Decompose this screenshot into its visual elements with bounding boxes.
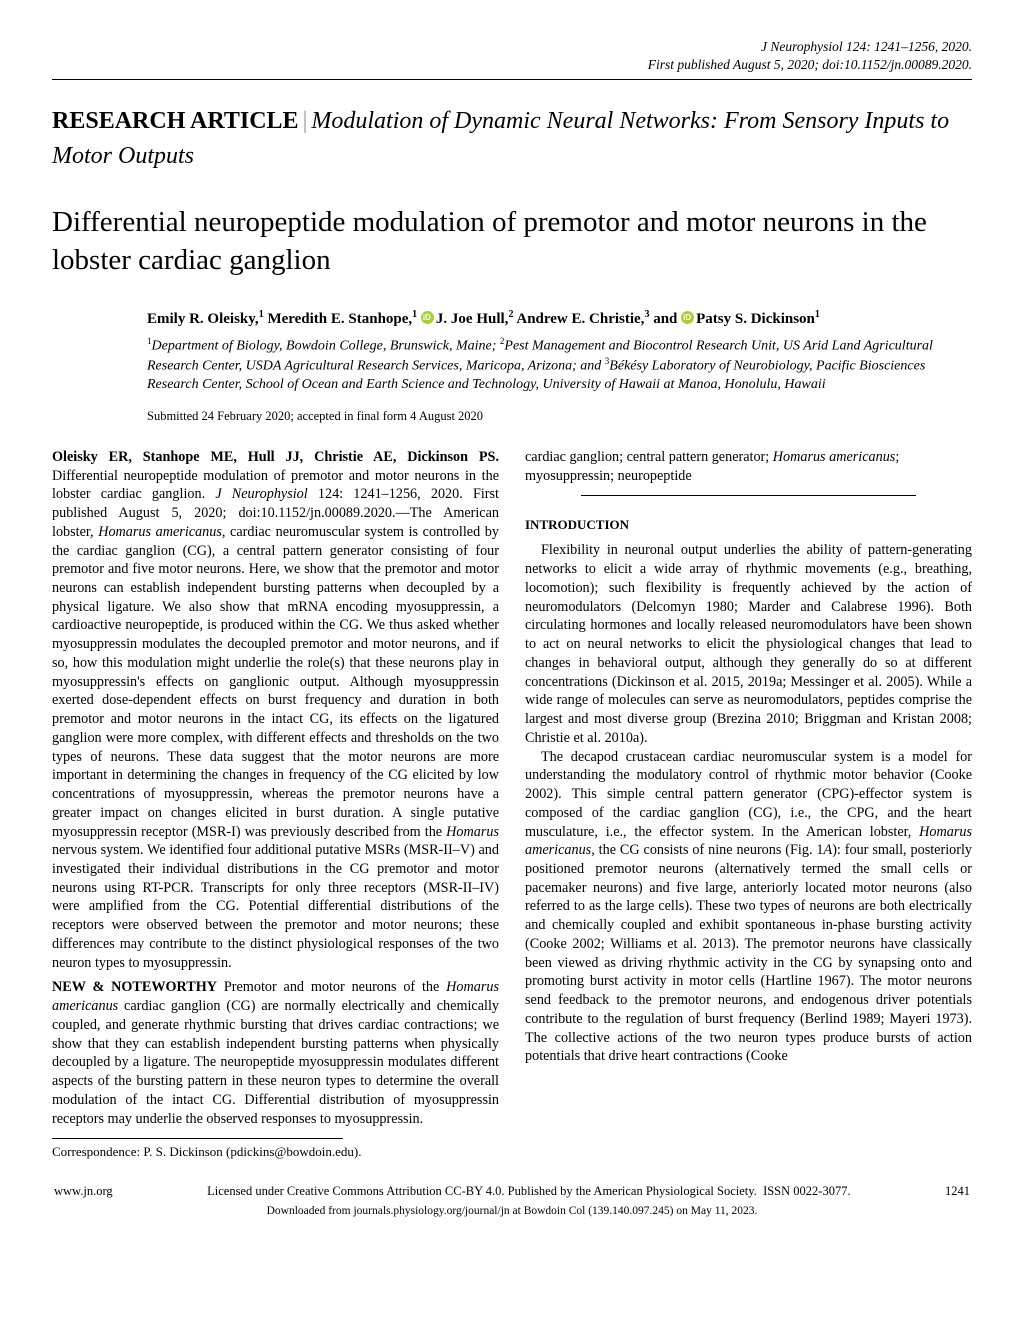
author-5: Patsy S. Dickinson [696,311,815,327]
author-and: and [653,311,677,327]
abstract-citation-lead: Oleisky ER, Stanhope ME, Hull JJ, Christ… [52,449,499,465]
affiliation-1: Department of Biology, Bowdoin College, … [152,338,500,353]
citation-line-2: First published August 5, 2020; doi:10.1… [648,57,972,72]
top-divider [52,79,972,80]
author-1: Emily R. Oleisky, [147,311,259,327]
orcid-icon [421,311,434,324]
footer-url: www.jn.org [54,1182,113,1201]
introduction-heading: INTRODUCTION [525,516,972,533]
correspondence: Correspondence: P. S. Dickinson (pdickin… [52,1143,499,1160]
correspondence-divider [52,1138,343,1139]
orcid-icon [681,311,694,324]
abstract-paragraph: Oleisky ER, Stanhope ME, Hull JJ, Christ… [52,448,499,973]
author-4: Andrew E. Christie, [516,311,644,327]
submission-dates: Submitted 24 February 2020; accepted in … [147,409,952,424]
keywords-divider [581,495,916,496]
type-separator: | [303,108,308,134]
keywords: cardiac ganglion; central pattern genera… [525,448,972,485]
intro-paragraph-1: Flexibility in neuronal output underlies… [525,541,972,747]
article-type-label: RESEARCH ARTICLE [52,108,299,134]
article-title: Differential neuropeptide modulation of … [52,203,972,280]
new-noteworthy-label: NEW & NOTEWORTHY [52,979,217,995]
right-column: cardiac ganglion; central pattern genera… [525,448,972,1161]
footer-download-info: Downloaded from journals.physiology.org/… [52,1203,972,1220]
author-2: Meredith E. Stanhope, [267,311,412,327]
left-column: Oleisky ER, Stanhope ME, Hull JJ, Christ… [52,448,499,1161]
footer-license: Licensed under Creative Commons Attribut… [113,1182,945,1201]
new-noteworthy-paragraph: NEW & NOTEWORTHY Premotor and motor neur… [52,978,499,1128]
intro-paragraph-2: The decapod crustacean cardiac neuromusc… [525,748,972,1066]
citation-line-1: J Neurophysiol 124: 1241–1256, 2020. [761,39,972,54]
author-3: J. Joe Hull, [436,311,509,327]
affiliations: 1Department of Biology, Bowdoin College,… [147,336,952,395]
header-citation: J Neurophysiol 124: 1241–1256, 2020. Fir… [52,38,972,74]
article-type-line: RESEARCH ARTICLE|Modulation of Dynamic N… [52,104,972,172]
authors-list: Emily R. Oleisky,1 Meredith E. Stanhope,… [147,308,952,330]
footer-page-number: 1241 [945,1182,970,1201]
page-footer: www.jn.org Licensed under Creative Commo… [52,1182,972,1220]
